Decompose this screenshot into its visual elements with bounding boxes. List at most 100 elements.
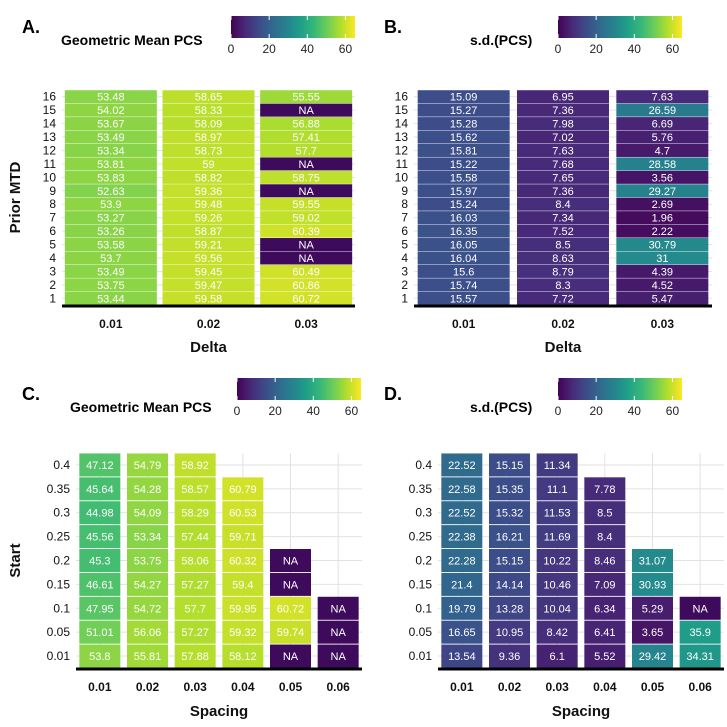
cell-label: 15.15 [496,460,524,472]
y-tick-label: 10 [395,170,409,184]
cell-label: 53.26 [97,226,125,238]
legend-title: Geometric Mean PCS [61,32,203,48]
heatmap-cell [417,90,510,104]
heatmap-cell [79,644,121,668]
cell-label: 53.83 [97,172,125,184]
heatmap-cell [616,117,709,131]
heatmap-cell [517,184,609,198]
heatmap-cell [162,184,255,198]
cell-label: NA [331,603,347,615]
heatmap-cell [162,251,255,265]
cell-label: 59.21 [195,240,223,252]
cell-label: 59.47 [195,280,223,292]
y-tick-label: 0.1 [415,601,432,615]
cell-label: 47.12 [86,460,114,472]
cell-label: 58.82 [195,172,223,184]
cell-label: 3.65 [642,627,663,639]
colorbar [558,378,682,400]
heatmap-cell [64,117,157,131]
heatmap-cell [64,184,157,198]
heatmap-cell [222,525,264,549]
heatmap-cell [584,620,626,644]
y-tick-label: 3 [401,264,408,278]
cell-label: 19.79 [448,603,476,615]
heatmap-cell [270,644,311,668]
cell-label: 35.9 [689,627,710,639]
cell-label: 15.62 [450,132,478,144]
heatmap-cell [517,103,609,117]
cell-label: 60.72 [292,293,320,305]
x-tick-label: 0.03 [545,680,569,694]
heatmap-cell [162,278,255,292]
y-tick-label: 0.25 [409,530,433,544]
heatmap-cell [317,596,359,620]
cell-label: 30.79 [649,240,677,252]
y-tick-label: 0.35 [47,482,71,496]
cell-label: 22.58 [448,484,476,496]
colorbar-tick-label: 40 [307,404,321,418]
cell-label: 7.02 [552,132,573,144]
cell-label: 2.22 [652,226,673,238]
colorbar-legend: Geometric Mean PCS 0 20 40 60 [70,378,361,418]
cell-label: 53.75 [134,556,162,568]
x-tick-label: 0.02 [197,317,221,331]
heatmap-cell [260,291,353,305]
heatmap-cell [679,644,721,668]
cell-label: 58.09 [195,119,223,131]
cell-label: 57.41 [292,132,320,144]
cell-label: 22.28 [448,556,476,568]
cell-label: 8.46 [594,556,615,568]
heatmap-cell [79,501,121,525]
heatmap-cell [441,453,483,477]
y-tick-label: 0.2 [53,554,70,568]
colorbar-tick-label: 20 [262,42,276,56]
heatmap-cell [260,264,353,278]
cell-label: NA [283,556,299,568]
heatmap-cell [616,291,709,305]
heatmap-cell [417,184,510,198]
heatmap-cell [174,453,216,477]
x-axis-title: Delta [190,339,227,356]
heatmap-cells: 15.57 7.72 5.47 15.74 8.3 4.52 15.6 8.79 4.39 16.… [417,90,709,305]
cell-label: NA [299,253,315,265]
heatmap-cell [222,501,264,525]
heatmap-cell [162,170,255,184]
cell-label: 5.47 [652,293,673,305]
heatmap-cell [79,453,121,477]
cell-label: 3.56 [652,172,673,184]
cell-label: 55.55 [292,92,320,104]
x-tick-label: 0.01 [99,317,123,331]
cell-label: 7.63 [552,145,573,157]
heatmap-cell [616,157,709,171]
cell-label: 7.36 [552,105,573,117]
heatmap-cell [162,197,255,211]
heatmap-cell [517,264,609,278]
cell-label: 4.7 [655,145,670,157]
panel-letter: B. [384,17,402,37]
cell-label: 59.36 [195,186,223,198]
cell-label: 59.32 [229,627,257,639]
cell-label: 11.69 [544,532,571,544]
heatmap-cell [417,291,510,305]
cell-label: 53.27 [97,213,125,225]
y-tick-label: 0.05 [47,625,71,639]
heatmap-cell [222,549,264,572]
heatmap-cell [260,197,353,211]
cell-label: 16.65 [448,627,476,639]
heatmap-cell [489,453,530,477]
cell-label: 59.02 [292,213,320,225]
heatmap-cell [441,596,483,620]
heatmap-cell [162,117,255,131]
cell-label: 55.81 [134,651,162,663]
heatmap-cell [162,130,255,144]
cell-label: 8.42 [546,627,567,639]
heatmap-cell [536,525,578,549]
cell-label: 14.14 [496,579,524,591]
heatmap-cell [64,251,157,265]
cell-label: 7.65 [552,172,573,184]
y-tick-label: 2 [49,278,56,292]
cell-label: 7.36 [552,186,573,198]
heatmap-cell [64,143,157,157]
cell-label: 58.06 [181,556,209,568]
cell-label: 8.4 [555,199,570,211]
